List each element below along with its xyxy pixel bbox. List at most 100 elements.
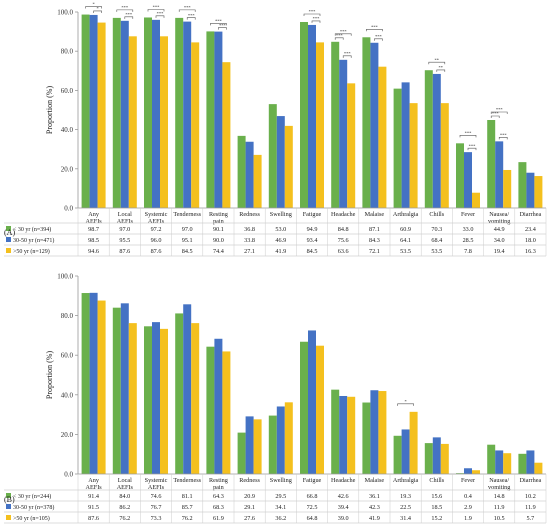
x-tick-label: Redness (239, 211, 260, 218)
legend-swatch (6, 226, 11, 231)
data-label: 5.7 (527, 515, 535, 522)
bar-lt30 (393, 435, 402, 474)
significance-mark: *** (469, 143, 477, 148)
x-tick-label: Fatigue (303, 211, 322, 218)
x-tick-label: Headache (331, 211, 356, 218)
significance-mark: *** (188, 13, 196, 18)
bar-lt30 (175, 313, 184, 474)
data-label: 85.7 (182, 504, 193, 511)
x-tick-label: Nausea/vomiting (488, 477, 510, 491)
bar-gt50 (160, 328, 168, 474)
data-label: 10.5 (494, 515, 505, 522)
data-label: 84.8 (338, 226, 349, 233)
significance-bracket (147, 9, 165, 12)
bar-30-50 (120, 20, 129, 208)
significance-bracket (342, 55, 352, 58)
significance-mark: *** (344, 51, 352, 56)
y-tick-label: 20.0 (61, 431, 74, 439)
y-tick-label: 80.0 (61, 48, 74, 56)
significance-bracket (334, 37, 344, 40)
significance-mark: *** (219, 23, 227, 28)
significance-mark: * (404, 399, 407, 404)
data-label: 76.7 (151, 504, 162, 511)
bar-lt30 (206, 31, 215, 209)
data-label: 97.0 (119, 226, 130, 233)
y-tick-label: 40.0 (61, 391, 74, 399)
bar-gt50 (97, 300, 106, 474)
significance-bracket (334, 33, 352, 36)
data-label: 33.0 (463, 226, 474, 233)
bar-gt50 (160, 36, 168, 208)
data-label: 87.1 (369, 226, 380, 233)
bar-30-50 (432, 437, 441, 474)
data-label: 70.3 (431, 226, 442, 233)
data-label: 64.3 (213, 493, 224, 500)
significance-mark: *** (215, 19, 223, 24)
data-label: 95.1 (182, 237, 193, 244)
data-label: 64.8 (307, 515, 318, 522)
significance-bracket (218, 27, 227, 30)
data-label: 36.1 (369, 493, 380, 500)
data-label: 15.6 (431, 493, 442, 500)
legend-label: 30-50 yr (n=378) (13, 504, 54, 511)
x-tick-label: Resting pain (209, 211, 228, 225)
data-label: 18.0 (525, 237, 536, 244)
data-label: 39.4 (338, 504, 349, 511)
data-label: 97.0 (182, 226, 193, 233)
data-label: 27.1 (244, 248, 255, 255)
data-label: 81.1 (182, 493, 193, 500)
legend-swatch (6, 504, 11, 509)
data-label: 98.7 (88, 226, 99, 233)
bar-lt30 (518, 453, 527, 474)
y-tick-label: 0.0 (64, 471, 73, 479)
data-table: < 30 yr (n=394) 98.7 97.0 97.2 97.0 90.1 36.8 5… (4, 208, 547, 257)
y-tick-label: 80.0 (61, 312, 74, 320)
bar-gt50 (284, 402, 293, 474)
x-tick-label: Redness (239, 477, 260, 484)
data-label: 10.2 (525, 493, 536, 500)
bar-lt30 (456, 143, 464, 208)
bar-lt30 (268, 104, 277, 208)
bar-gt50 (191, 323, 200, 474)
bar-gt50 (253, 419, 262, 474)
bar-lt30 (424, 70, 433, 208)
significance-bracket (490, 111, 508, 114)
x-tick-label: Swelling (270, 477, 292, 484)
data-label: 22.5 (400, 504, 411, 511)
data-label: 53.5 (400, 248, 411, 255)
significance-bracket (93, 10, 102, 13)
x-tick-label: Fever (461, 211, 475, 218)
bar-30-50 (308, 330, 316, 474)
data-label: 87.6 (119, 248, 130, 255)
bar-30-50 (245, 416, 254, 474)
data-label: 87.6 (151, 248, 162, 255)
significance-mark: *** (157, 11, 165, 16)
legend-swatch (6, 237, 11, 242)
data-label: 36.2 (275, 515, 286, 522)
data-label: 68.3 (213, 504, 224, 511)
bar-30-50 (89, 292, 98, 474)
data-label: 2.9 (464, 504, 472, 511)
data-label: 97.2 (151, 226, 162, 233)
bar-lt30 (300, 341, 308, 474)
bar-30-50 (152, 19, 160, 209)
significance-bracket (155, 15, 165, 18)
x-tick-label: Any AEFIs (86, 477, 103, 491)
y-tick-label: 60.0 (61, 352, 74, 360)
bar-30-50 (214, 31, 223, 208)
bar-gt50 (316, 42, 324, 208)
bar-30-50 (276, 116, 285, 208)
legend-swatch (6, 515, 11, 520)
bar-gt50 (222, 351, 231, 474)
bar-gt50 (347, 83, 356, 208)
bar-lt30 (81, 14, 90, 208)
data-label: 34.0 (494, 237, 505, 244)
data-label: 76.2 (182, 515, 193, 522)
data-label: 7.8 (464, 248, 472, 255)
data-label: 29.1 (244, 504, 255, 511)
bar-lt30 (331, 41, 340, 209)
legend-swatch (6, 248, 11, 253)
bar-lt30 (487, 444, 496, 474)
